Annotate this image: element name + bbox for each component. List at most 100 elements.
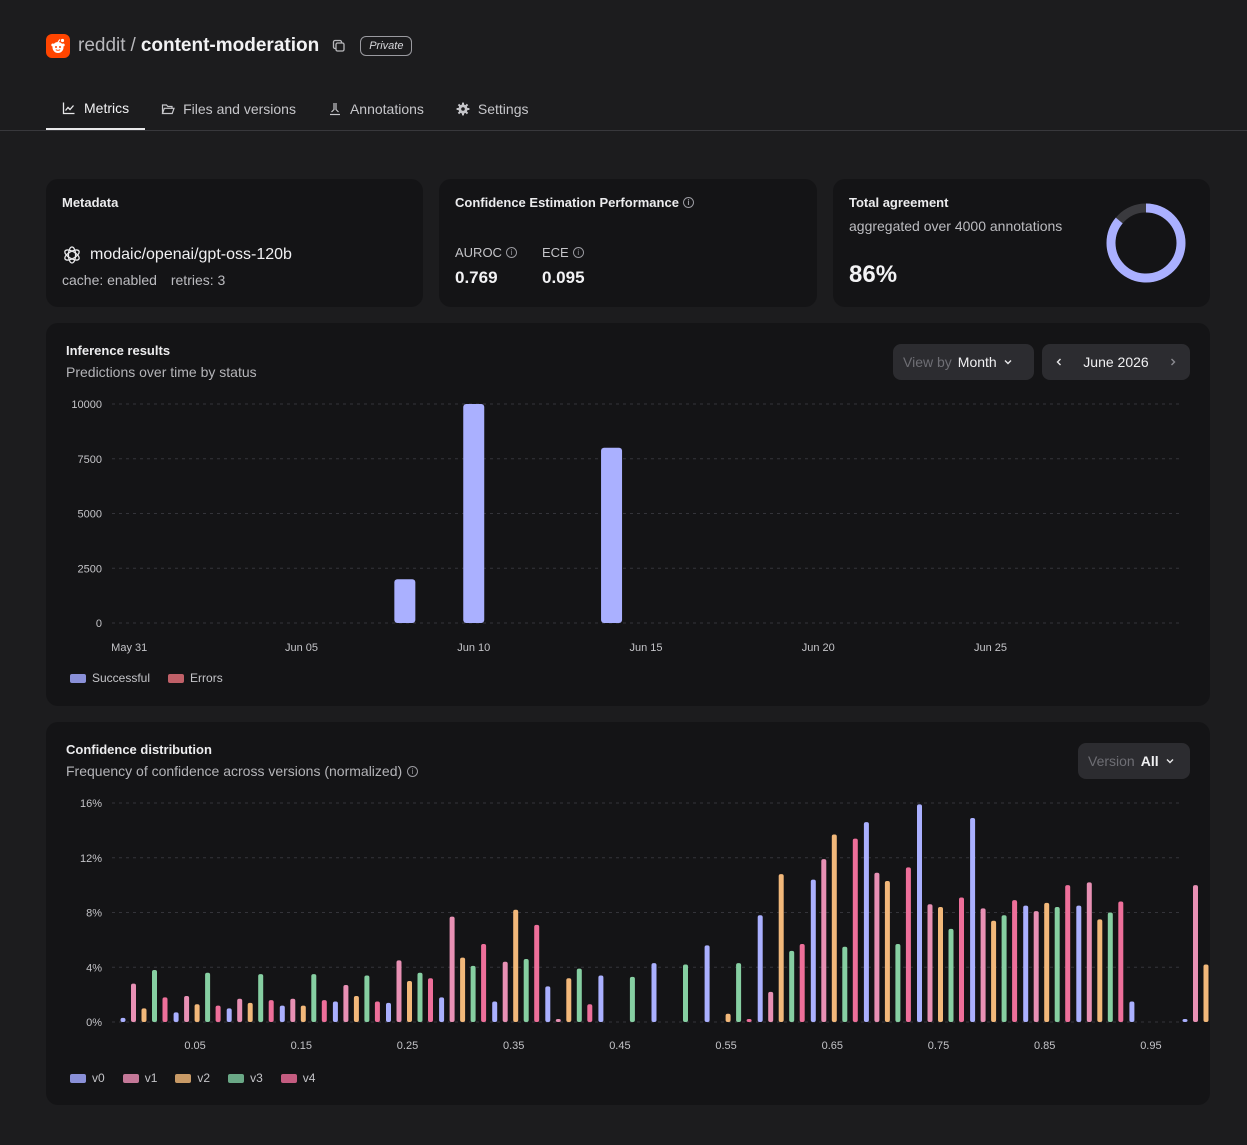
bar-v1[interactable] — [821, 859, 827, 1022]
repo-name[interactable]: content-moderation — [140, 35, 320, 56]
bar-v0[interactable] — [598, 975, 604, 1022]
bar-v3[interactable] — [470, 965, 476, 1022]
bar-v2[interactable] — [938, 907, 943, 1022]
chevron-left-icon[interactable] — [1054, 357, 1064, 367]
tab-files-and-versions[interactable]: Files and versions — [145, 88, 312, 130]
bar-v4[interactable] — [959, 897, 964, 1022]
legend-errors[interactable]: Errors — [168, 671, 223, 685]
bar-v0[interactable] — [810, 879, 816, 1022]
bar-v3[interactable] — [1054, 907, 1060, 1022]
bar-v4[interactable] — [1065, 885, 1071, 1022]
bar-v3[interactable] — [629, 976, 635, 1022]
bar-v0[interactable] — [1129, 1001, 1135, 1022]
bar-v0[interactable] — [120, 1017, 126, 1022]
bar-successful[interactable] — [463, 404, 485, 623]
bar-v0[interactable] — [386, 1002, 391, 1022]
view-by-dropdown[interactable]: View by Month — [893, 344, 1034, 380]
bar-v4[interactable] — [321, 1000, 327, 1022]
legend-v2[interactable]: v2 — [175, 1071, 210, 1085]
tab-settings[interactable]: Settings — [440, 88, 545, 130]
legend-v3[interactable]: v3 — [228, 1071, 263, 1085]
bar-v2[interactable] — [991, 920, 997, 1022]
bar-v3[interactable] — [417, 972, 423, 1022]
bar-v4[interactable] — [1012, 900, 1018, 1022]
legend-v4[interactable]: v4 — [280, 1071, 315, 1085]
bar-v1[interactable] — [396, 960, 402, 1022]
repo-owner[interactable]: reddit — [78, 35, 126, 56]
bar-v2[interactable] — [725, 1013, 731, 1022]
bar-v3[interactable] — [523, 959, 529, 1022]
bar-v2[interactable] — [566, 978, 572, 1022]
bar-v1[interactable] — [980, 908, 986, 1022]
tab-annotations[interactable]: Annotations — [312, 88, 440, 130]
info-icon[interactable]: i — [505, 247, 517, 258]
bar-v3[interactable] — [205, 972, 211, 1022]
bar-v3[interactable] — [258, 974, 264, 1022]
bar-v1[interactable] — [1193, 885, 1198, 1022]
bar-v0[interactable] — [1076, 905, 1082, 1022]
bar-v1[interactable] — [927, 904, 933, 1022]
bar-v0[interactable] — [863, 822, 869, 1022]
bar-v0[interactable] — [332, 1001, 338, 1022]
bar-v0[interactable] — [545, 986, 551, 1022]
bar-v4[interactable] — [1118, 901, 1124, 1022]
bar-v3[interactable] — [683, 964, 688, 1022]
bar-v4[interactable] — [534, 924, 540, 1022]
bar-v0[interactable] — [970, 818, 976, 1022]
bar-v1[interactable] — [449, 916, 455, 1022]
bar-v4[interactable] — [481, 943, 487, 1022]
bar-v0[interactable] — [917, 804, 922, 1022]
bar-v1[interactable] — [768, 991, 774, 1022]
bar-v4[interactable] — [428, 978, 433, 1022]
bar-v0[interactable] — [1023, 905, 1029, 1022]
bar-v2[interactable] — [1203, 964, 1209, 1022]
bar-v0[interactable] — [492, 1001, 498, 1022]
bar-v3[interactable] — [152, 969, 157, 1022]
chevron-right-icon[interactable] — [1168, 357, 1178, 367]
bar-v1[interactable] — [343, 985, 349, 1022]
bar-v2[interactable] — [247, 1002, 253, 1022]
bar-v2[interactable] — [778, 874, 784, 1022]
bar-v1[interactable] — [290, 998, 296, 1022]
bar-v0[interactable] — [226, 1008, 232, 1022]
bar-v3[interactable] — [736, 963, 742, 1022]
bar-v1[interactable] — [237, 998, 243, 1022]
bar-v4[interactable] — [215, 1005, 221, 1022]
bar-v3[interactable] — [364, 975, 370, 1022]
bar-v4[interactable] — [162, 997, 168, 1022]
bar-v4[interactable] — [905, 867, 911, 1022]
bar-v2[interactable] — [460, 957, 466, 1022]
bar-v1[interactable] — [184, 995, 190, 1022]
bar-v3[interactable] — [1001, 915, 1007, 1022]
legend-v1[interactable]: v1 — [122, 1071, 157, 1085]
bar-v2[interactable] — [884, 881, 890, 1022]
bar-successful[interactable] — [601, 447, 623, 623]
bar-v4[interactable] — [799, 943, 805, 1022]
bar-v2[interactable] — [300, 1005, 306, 1022]
bar-v2[interactable] — [831, 834, 837, 1022]
info-icon[interactable]: i — [682, 197, 694, 208]
bar-v0[interactable] — [439, 997, 445, 1022]
version-dropdown[interactable]: Version All — [1078, 743, 1190, 779]
bar-v2[interactable] — [194, 1004, 200, 1022]
bar-v1[interactable] — [131, 983, 136, 1022]
tab-metrics[interactable]: Metrics — [46, 88, 146, 130]
bar-v2[interactable] — [407, 980, 412, 1022]
bar-v4[interactable] — [587, 1004, 593, 1022]
bar-v4[interactable] — [268, 1000, 274, 1022]
bar-v0[interactable] — [173, 1012, 179, 1022]
bar-v1[interactable] — [1086, 882, 1092, 1022]
bar-v2[interactable] — [1097, 919, 1103, 1022]
bar-v0[interactable] — [1182, 1019, 1188, 1022]
copy-icon[interactable] — [331, 38, 347, 54]
bar-v2[interactable] — [1044, 902, 1050, 1022]
bar-v0[interactable] — [279, 1005, 285, 1022]
bar-v2[interactable] — [141, 1008, 147, 1022]
bar-v0[interactable] — [651, 963, 657, 1022]
bar-v1[interactable] — [1033, 911, 1039, 1022]
bar-successful[interactable] — [394, 579, 416, 623]
bar-v4[interactable] — [852, 838, 858, 1022]
info-icon[interactable]: i — [572, 247, 584, 258]
bar-v3[interactable] — [1107, 912, 1113, 1023]
bar-v1[interactable] — [502, 961, 508, 1022]
